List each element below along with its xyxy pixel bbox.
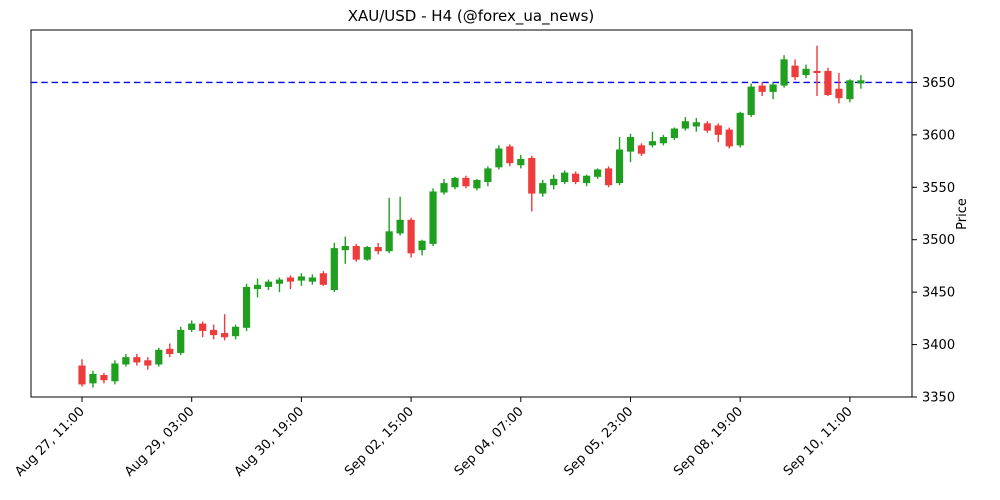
candle-body-up: [264, 281, 273, 287]
candle-body-up: [297, 276, 305, 281]
candle-body-up: [615, 149, 624, 184]
candle-body-down: [604, 168, 613, 186]
candle-body-up: [385, 231, 393, 252]
candle-body-up: [802, 68, 810, 76]
candle-body-down: [703, 123, 711, 131]
candle-body-down: [166, 348, 174, 355]
candle-body-up: [626, 136, 635, 152]
candle-body-up: [275, 279, 284, 284]
candle-body-up: [473, 179, 481, 189]
candle-body-up: [692, 122, 700, 127]
candle-body-up: [253, 284, 262, 289]
chart-title: XAU/USD - H4 (@forex_ua_news): [348, 7, 595, 26]
y-tick-label: 3350: [922, 391, 955, 406]
plot-area: [30, 29, 913, 398]
x-tick-label: Aug 29, 03:00: [122, 404, 198, 480]
candle-body-up: [670, 128, 678, 139]
candle-body-up: [857, 80, 865, 84]
y-tick-label: 3600: [922, 128, 955, 143]
candles-group: [78, 45, 865, 388]
x-tick-label: Sep 10, 11:00: [781, 404, 856, 479]
candle-body-up: [593, 169, 602, 177]
candle-body-down: [758, 85, 766, 92]
candle-body-up: [111, 363, 119, 382]
candle-body-up: [550, 178, 558, 186]
candle-body-down: [572, 173, 580, 183]
candle-body-down: [824, 70, 832, 96]
candle-body-up: [89, 373, 97, 384]
x-tick-label: Sep 04, 07:00: [452, 404, 527, 479]
candle-body-up: [451, 177, 459, 188]
y-tick-label: 3400: [922, 338, 955, 353]
candle-body-up: [308, 277, 316, 282]
candle-body-up: [188, 323, 196, 330]
candle-body-down: [286, 277, 295, 282]
candle-body-down: [813, 70, 821, 73]
candle-body-down: [462, 177, 470, 187]
y-axis-label: Price: [955, 198, 970, 230]
candle-body-up: [231, 326, 240, 337]
candle-body-up: [122, 357, 130, 365]
candle-body-down: [100, 374, 108, 381]
x-tick-label: Sep 02, 15:00: [342, 404, 417, 479]
candle-body-down: [319, 273, 327, 285]
candle-body-up: [484, 168, 492, 183]
x-axis-ticks: Aug 27, 11:00 Aug 29, 03:00 Aug 30, 19:00 S…: [12, 397, 856, 480]
candle-body-down: [144, 360, 152, 366]
candle-body-up: [846, 80, 854, 100]
candle-body-up: [418, 240, 426, 251]
candle-body-up: [648, 141, 657, 146]
candle-body-up: [659, 136, 668, 144]
y-tick-label: 3450: [922, 286, 955, 301]
candle-body-down: [199, 323, 207, 331]
candle-body-up: [242, 286, 251, 328]
x-tick-label: Aug 27, 11:00: [12, 404, 88, 480]
y-axis-ticks: 3350 3400 3450 3500 3550 3600 3650: [912, 76, 955, 406]
candle-body-down: [407, 219, 415, 254]
y-tick-label: 3650: [922, 76, 955, 91]
candle-body-down: [637, 145, 646, 154]
candle-body-up: [539, 183, 547, 194]
candle-body-up: [495, 148, 503, 168]
candle-body-up: [736, 112, 744, 146]
candle-body-up: [155, 349, 163, 365]
candle-body-up: [769, 84, 777, 92]
candle-body-up: [396, 219, 404, 234]
candle-body-up: [177, 329, 185, 353]
candle-body-up: [440, 183, 448, 193]
candle-body-up: [747, 86, 755, 115]
candle-body-up: [780, 59, 788, 86]
candle-body-down: [133, 357, 141, 363]
candle-body-up: [330, 248, 338, 291]
candle-body-up: [363, 247, 371, 260]
x-tick-label: Sep 05, 23:00: [561, 404, 636, 479]
candle-body-down: [714, 125, 722, 135]
candle-body-up: [429, 191, 437, 244]
candle-body-up: [681, 121, 689, 129]
candle-body-down: [78, 365, 86, 385]
candle-body-down: [374, 247, 382, 252]
y-tick-label: 3550: [922, 181, 955, 196]
candle-body-up: [583, 175, 591, 184]
candle-body-up: [561, 172, 569, 183]
x-tick-label: Sep 08, 19:00: [671, 404, 746, 479]
candle-body-down: [210, 329, 218, 336]
candle-body-down: [791, 65, 799, 78]
x-tick-label: Aug 30, 19:00: [232, 404, 308, 480]
y-tick-label: 3500: [922, 233, 955, 248]
candle-body-up: [517, 158, 525, 166]
candle-body-down: [528, 157, 536, 194]
candle-body-down: [352, 246, 360, 260]
candle-body-down: [725, 129, 733, 147]
candle-body-down: [835, 88, 843, 99]
candle-body-down: [506, 146, 514, 164]
candle-body-up: [341, 246, 349, 251]
candle-body-down: [221, 333, 229, 338]
